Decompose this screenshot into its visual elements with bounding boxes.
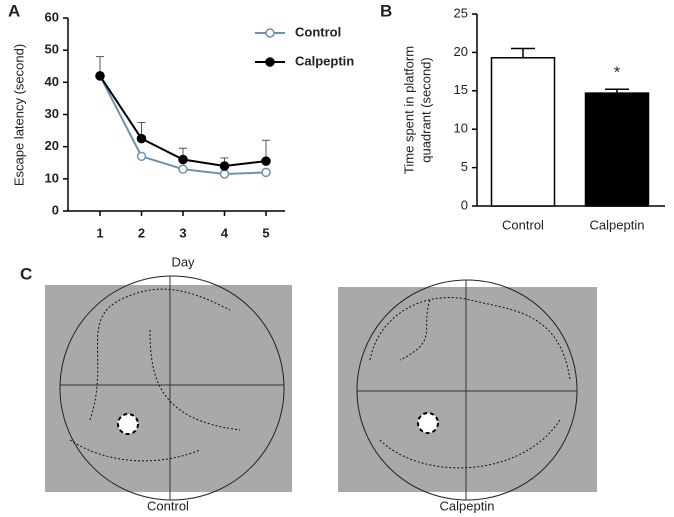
x-tick-label: 3 (179, 225, 186, 240)
point (95, 71, 105, 81)
track-image (45, 285, 292, 492)
y-tick-label: 20 (45, 138, 59, 153)
y-tick-label: 0 (52, 202, 59, 217)
point (136, 151, 147, 162)
y-tick-label: 10 (45, 170, 59, 185)
platform (417, 412, 439, 434)
track (369, 297, 571, 469)
point (261, 167, 271, 178)
y-tick-label: 20 (454, 44, 468, 59)
bar (584, 92, 650, 207)
y-tick-label: 10 (454, 121, 468, 136)
point (219, 169, 230, 179)
y-tick-label: 15 (454, 82, 468, 97)
x-tick-label: 5 (262, 225, 269, 240)
y-tick-label: 0 (461, 197, 468, 212)
image-caption: Control (147, 498, 189, 513)
pool (356, 279, 578, 501)
legend-label: Control (295, 24, 341, 39)
y-tick-label: 30 (45, 106, 59, 121)
y-tick-label: 60 (45, 9, 59, 24)
x-tick-label: Control (502, 217, 544, 232)
platform (117, 413, 139, 435)
annotation: * (614, 64, 620, 81)
track-images (45, 275, 597, 501)
panel-label: B (380, 1, 392, 20)
y-tick-label: 25 (454, 5, 468, 20)
track-image (338, 287, 597, 492)
x-axis-label: Day (171, 254, 195, 269)
track (69, 288, 241, 462)
point (261, 156, 271, 166)
x-tick-label: 2 (138, 225, 145, 240)
y-axis-label: Escape latency (second) (11, 44, 26, 186)
legend-label: Calpeptin (295, 53, 354, 68)
y-tick-label: 40 (45, 74, 59, 89)
legend-marker (265, 57, 275, 67)
point (219, 161, 230, 171)
image-caption: Calpeptin (440, 498, 495, 513)
x-tick-label: 4 (221, 225, 229, 240)
point (136, 133, 147, 144)
x-tick-label: 1 (96, 225, 103, 240)
point (178, 154, 188, 165)
pool (59, 275, 285, 501)
y-tick-label: 5 (461, 159, 468, 174)
panel-label: A (8, 1, 20, 20)
point (178, 164, 188, 174)
legend-marker (265, 28, 275, 38)
x-tick-label: Calpeptin (590, 217, 645, 232)
bar (490, 57, 556, 207)
y-axis-label: quadrant (second) (418, 57, 433, 163)
panel-label: C (20, 264, 32, 283)
y-axis-label: Time spent in platform (401, 46, 416, 174)
y-tick-label: 50 (45, 42, 59, 57)
